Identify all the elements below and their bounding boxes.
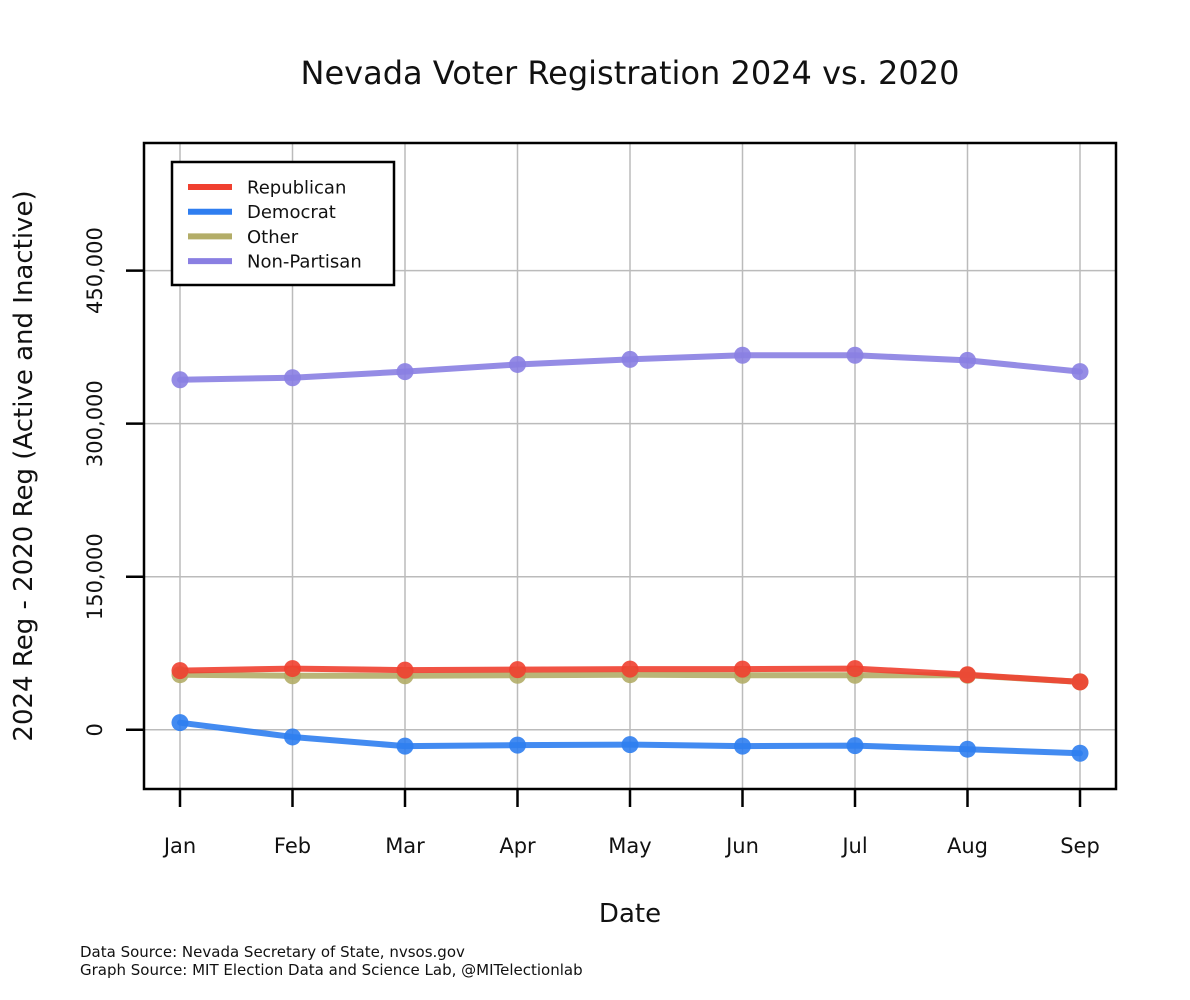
y-tick-label-0: 0 xyxy=(83,723,107,736)
x-tick-label-may: May xyxy=(608,834,651,858)
data-point-republican-aug xyxy=(959,666,976,684)
y-tick-label-150000: 150,000 xyxy=(83,533,107,620)
x-tick-label-jul: Jul xyxy=(840,834,867,858)
legend-label-democrat: Democrat xyxy=(247,202,336,223)
data-point-republican-may xyxy=(621,660,639,678)
data-point-democrat-aug xyxy=(959,740,976,758)
grid-lines xyxy=(144,143,1116,789)
legend-label-other: Other xyxy=(247,227,299,248)
data-point-republican-sep xyxy=(1071,673,1089,691)
data-point-democrat-sep xyxy=(1071,744,1089,762)
data-point-non-partisan-jul xyxy=(846,346,864,364)
legend-box xyxy=(170,160,396,287)
x-tick-label-jun: Jun xyxy=(724,834,759,858)
series-points xyxy=(171,346,1089,762)
legend-entries: Republican Democrat Other Non-Partisan xyxy=(188,178,362,273)
x-tick-label-apr: Apr xyxy=(499,834,536,858)
data-point-democrat-jun xyxy=(734,737,751,755)
data-point-democrat-feb xyxy=(284,728,301,746)
data-point-republican-jul xyxy=(846,660,864,678)
x-tick-label-mar: Mar xyxy=(385,834,425,858)
data-point-democrat-apr xyxy=(509,736,526,754)
x-tick-label-sep: Sep xyxy=(1060,834,1100,858)
x-axis-ticks: Jan Feb Mar Apr May Jun Jul Aug Sep xyxy=(162,789,1100,858)
y-axis-ticks: 0 150,000 300,000 450,000 xyxy=(83,227,144,736)
data-point-non-partisan-feb xyxy=(284,369,301,387)
data-point-non-partisan-may xyxy=(621,350,639,368)
y-tick-label-300000: 300,000 xyxy=(83,380,107,467)
y-tick-label-450000: 450,000 xyxy=(83,227,107,314)
legend-label-non-partisan: Non-Partisan xyxy=(247,252,362,273)
data-point-non-partisan-apr xyxy=(509,355,526,373)
data-point-non-partisan-aug xyxy=(959,351,976,369)
graph-source-note: Graph Source: MIT Election Data and Scie… xyxy=(80,961,583,979)
legend-label-republican: Republican xyxy=(247,178,346,199)
chart-title: Nevada Voter Registration 2024 vs. 2020 xyxy=(301,54,960,92)
x-tick-label-feb: Feb xyxy=(274,834,311,858)
data-point-republican-mar xyxy=(396,661,414,679)
data-point-republican-jun xyxy=(734,660,751,678)
data-point-non-partisan-jan xyxy=(171,371,189,389)
data-source-note: Data Source: Nevada Secretary of State, … xyxy=(80,943,465,961)
data-point-non-partisan-jun xyxy=(734,346,751,364)
data-point-republican-apr xyxy=(509,661,526,679)
legend: Republican Democrat Other Non-Partisan xyxy=(170,160,396,287)
x-axis-title: Date xyxy=(599,899,661,929)
x-tick-label-aug: Aug xyxy=(947,834,988,858)
data-point-democrat-may xyxy=(621,736,639,754)
data-point-republican-feb xyxy=(284,660,301,678)
y-axis-title: 2024 Reg - 2020 Reg (Active and Inactive… xyxy=(9,190,39,741)
data-point-democrat-jan xyxy=(171,714,189,732)
data-point-non-partisan-mar xyxy=(396,363,414,381)
data-point-democrat-mar xyxy=(396,737,414,755)
x-tick-label-jan: Jan xyxy=(162,834,196,858)
data-point-democrat-jul xyxy=(846,737,864,755)
data-point-non-partisan-sep xyxy=(1071,363,1089,381)
data-point-republican-jan xyxy=(171,662,189,680)
